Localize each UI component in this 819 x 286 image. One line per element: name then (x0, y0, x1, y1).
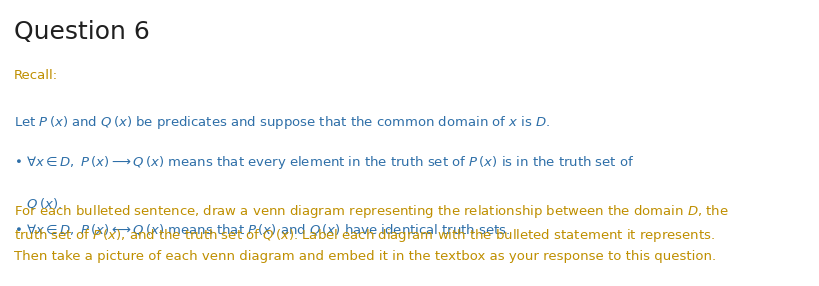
Text: Let $P\,(x)$ and $Q\,(x)$ be predicates and suppose that the common domain of $x: Let $P\,(x)$ and $Q\,(x)$ be predicates … (14, 114, 550, 131)
Text: Recall:: Recall: (14, 69, 58, 82)
Text: $Q\,(x)$.: $Q\,(x)$. (14, 196, 62, 211)
Text: Question 6: Question 6 (14, 20, 150, 44)
Text: For each bulleted sentence, draw a venn diagram representing the relationship be: For each bulleted sentence, draw a venn … (14, 203, 729, 263)
Text: • $\forall x \in D,\; P\,(x) \longleftrightarrow Q\,(x)$ means that $P\,(x)$ and: • $\forall x \in D,\; P\,(x) \longleftri… (14, 222, 510, 237)
Text: • $\forall x \in D,\; P\,(x) \longrightarrow Q\,(x)$ means that every element in: • $\forall x \in D,\; P\,(x) \longrighta… (14, 154, 635, 171)
